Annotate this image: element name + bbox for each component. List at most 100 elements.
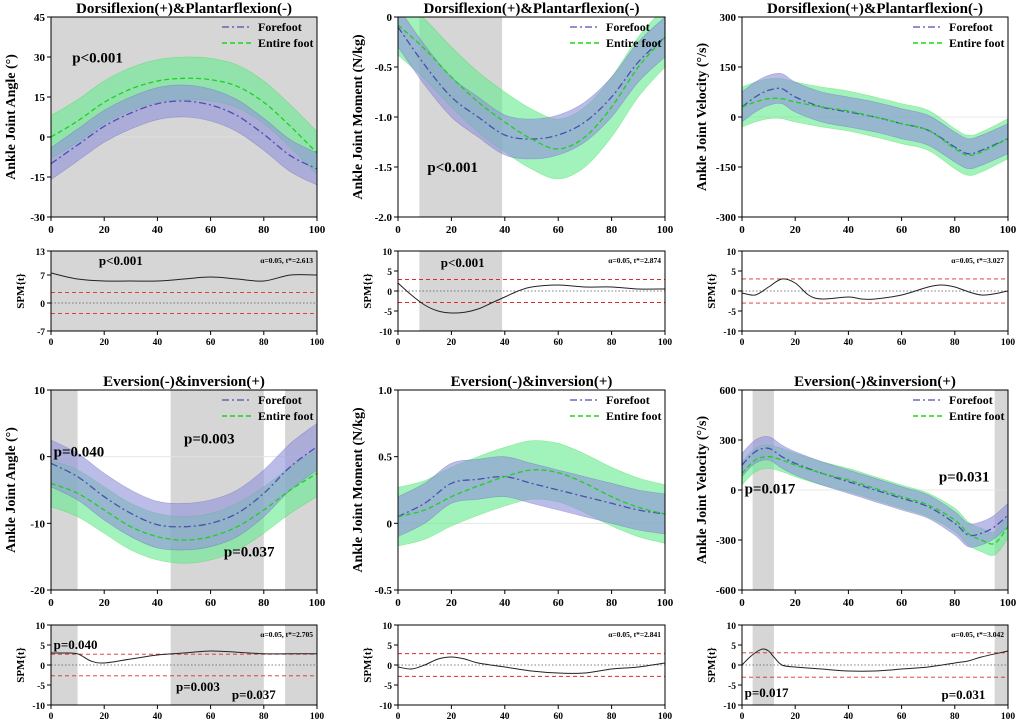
y-tick-label: 13	[36, 248, 46, 258]
y-tick-label: 30	[34, 52, 46, 64]
y-tick-label: -300	[716, 535, 737, 547]
spm-t-curve	[742, 278, 1008, 300]
chart-title: Eversion(-)&inversion(+)	[451, 374, 613, 390]
x-tick-label: 0	[49, 338, 54, 348]
x-tick-label: 20	[99, 712, 109, 722]
x-tick-label: 60	[897, 712, 907, 722]
x-tick-label: 40	[152, 224, 164, 236]
legend-forefoot-label: Forefoot	[258, 20, 302, 34]
x-tick-label: 80	[949, 224, 961, 236]
y-tick-label: 0	[40, 452, 46, 464]
plot-area	[51, 251, 317, 331]
plot-area	[51, 390, 317, 590]
y-tick-label: 10	[727, 248, 737, 258]
p-value-label: p=0.003	[176, 679, 220, 694]
plot-frame	[397, 389, 666, 591]
critical-threshold-label: α=0.05, t*=2.613	[260, 256, 313, 265]
y-tick-label: 300	[720, 435, 737, 447]
plot-frame	[50, 250, 318, 332]
forefoot-mean-line	[51, 100, 317, 170]
forefoot-sd-band	[398, 17, 665, 160]
x-tick-label: 100	[658, 338, 673, 348]
x-tick-label: 0	[740, 338, 745, 348]
x-tick-label: 40	[843, 597, 855, 609]
x-tick-label: 80	[950, 712, 960, 722]
plot-area	[51, 17, 317, 217]
y-tick-label: 7	[40, 272, 45, 282]
y-tick-label: -2.0	[375, 212, 393, 224]
x-tick-label: 40	[153, 338, 163, 348]
entire-foot-mean-line	[51, 472, 317, 541]
chart-title: Dorsiflexion(+)&Plantarflexion(-)	[76, 1, 292, 17]
x-tick-label: 80	[606, 224, 618, 236]
legend-entire-foot-label: Entire foot	[949, 409, 1004, 423]
y-tick-label: 300	[720, 12, 737, 24]
x-tick-label: 60	[897, 338, 907, 348]
y-tick-label: -5	[384, 308, 392, 318]
p-value-label: p<0.001	[441, 255, 485, 270]
chart-panel-3: α=0.05, t*=2.613 0 20 40 60 80 100 -7 0 7 13 SPM{t}…	[15, 248, 324, 348]
critical-threshold-label: α=0.05, t*=3.027	[951, 256, 1004, 265]
chart-title: Eversion(-)&inversion(+)	[794, 374, 956, 390]
x-tick-label: 40	[844, 338, 854, 348]
y-tick-label: 45	[34, 12, 46, 24]
x-tick-label: 20	[446, 224, 458, 236]
y-tick-label: -7	[37, 328, 45, 338]
y-tick-label: -300	[716, 212, 737, 224]
plot-area	[742, 390, 1008, 590]
legend-entire-foot-label: Entire foot	[258, 36, 313, 50]
legend-entire-foot-label: Entire foot	[258, 409, 313, 423]
x-tick-label: 80	[258, 224, 270, 236]
plot-area	[398, 17, 665, 217]
y-tick-label: 0	[40, 132, 46, 144]
x-tick-label: 100	[1000, 597, 1017, 609]
forefoot-mean-line	[51, 446, 317, 528]
y-tick-label: -600	[716, 585, 737, 597]
y-tick-label: 5	[387, 268, 392, 278]
forefoot-sd-band	[51, 84, 317, 186]
p-value-label: p<0.001	[427, 160, 478, 176]
x-tick-label: 80	[949, 597, 961, 609]
y-tick-label: 0.5	[378, 452, 392, 464]
y-tick-label: 10	[383, 248, 393, 258]
x-tick-label: 0	[739, 597, 745, 609]
x-tick-label: 60	[206, 712, 216, 722]
x-tick-label: 80	[950, 338, 960, 348]
x-tick-label: 100	[1001, 712, 1016, 722]
y-tick-label: 0	[40, 662, 45, 672]
x-tick-label: 20	[446, 597, 458, 609]
p-value-label: p<0.001	[99, 253, 143, 268]
p-value-label: p=0.017	[745, 481, 796, 497]
plot-area	[742, 278, 1008, 304]
y-axis-label: Ankle Joint Moment (N/kg)	[351, 407, 366, 573]
y-axis-label: SPM{t}	[706, 273, 718, 309]
y-tick-label: -5	[728, 308, 736, 318]
x-tick-label: 100	[309, 224, 326, 236]
y-tick-label: -1.0	[375, 112, 393, 124]
plot-area	[51, 625, 317, 705]
y-tick-label: 0	[731, 662, 736, 672]
y-tick-label: 1.0	[378, 385, 392, 397]
x-tick-label: 20	[790, 224, 802, 236]
x-tick-label: 40	[500, 712, 510, 722]
entire-foot-mean-line	[51, 77, 317, 154]
entire-foot-mean-line	[398, 469, 665, 518]
y-axis-label: SPM{t}	[706, 647, 718, 683]
chart-panel-10: α=0.05, t*=2.841 0 20 40 60 80 100 -10 -5 0 5 10 SPM…	[362, 622, 672, 722]
y-tick-label: 10	[36, 622, 46, 632]
y-tick-label: 0	[731, 112, 737, 124]
chart-title: Dorsiflexion(+)&Plantarflexion(-)	[767, 1, 983, 17]
chart-panel-6: Forefoot Entire foot 0 20 40 60 80 100 -20 -10 0 10…	[4, 374, 326, 609]
x-tick-label: 40	[153, 712, 163, 722]
entire-foot-mean-line	[742, 456, 1008, 545]
y-axis-label: Ankle Joint Moment (N/kg)	[351, 34, 366, 200]
plot-area	[742, 72, 1008, 176]
y-axis-label: Ankle Joint Angle (°)	[4, 427, 19, 553]
y-tick-label: 0	[387, 12, 393, 24]
x-tick-label: 20	[99, 224, 111, 236]
y-tick-label: -20	[30, 585, 45, 597]
y-tick-label: -10	[32, 702, 45, 712]
y-tick-label: 10	[727, 622, 737, 632]
x-tick-label: 60	[553, 597, 565, 609]
